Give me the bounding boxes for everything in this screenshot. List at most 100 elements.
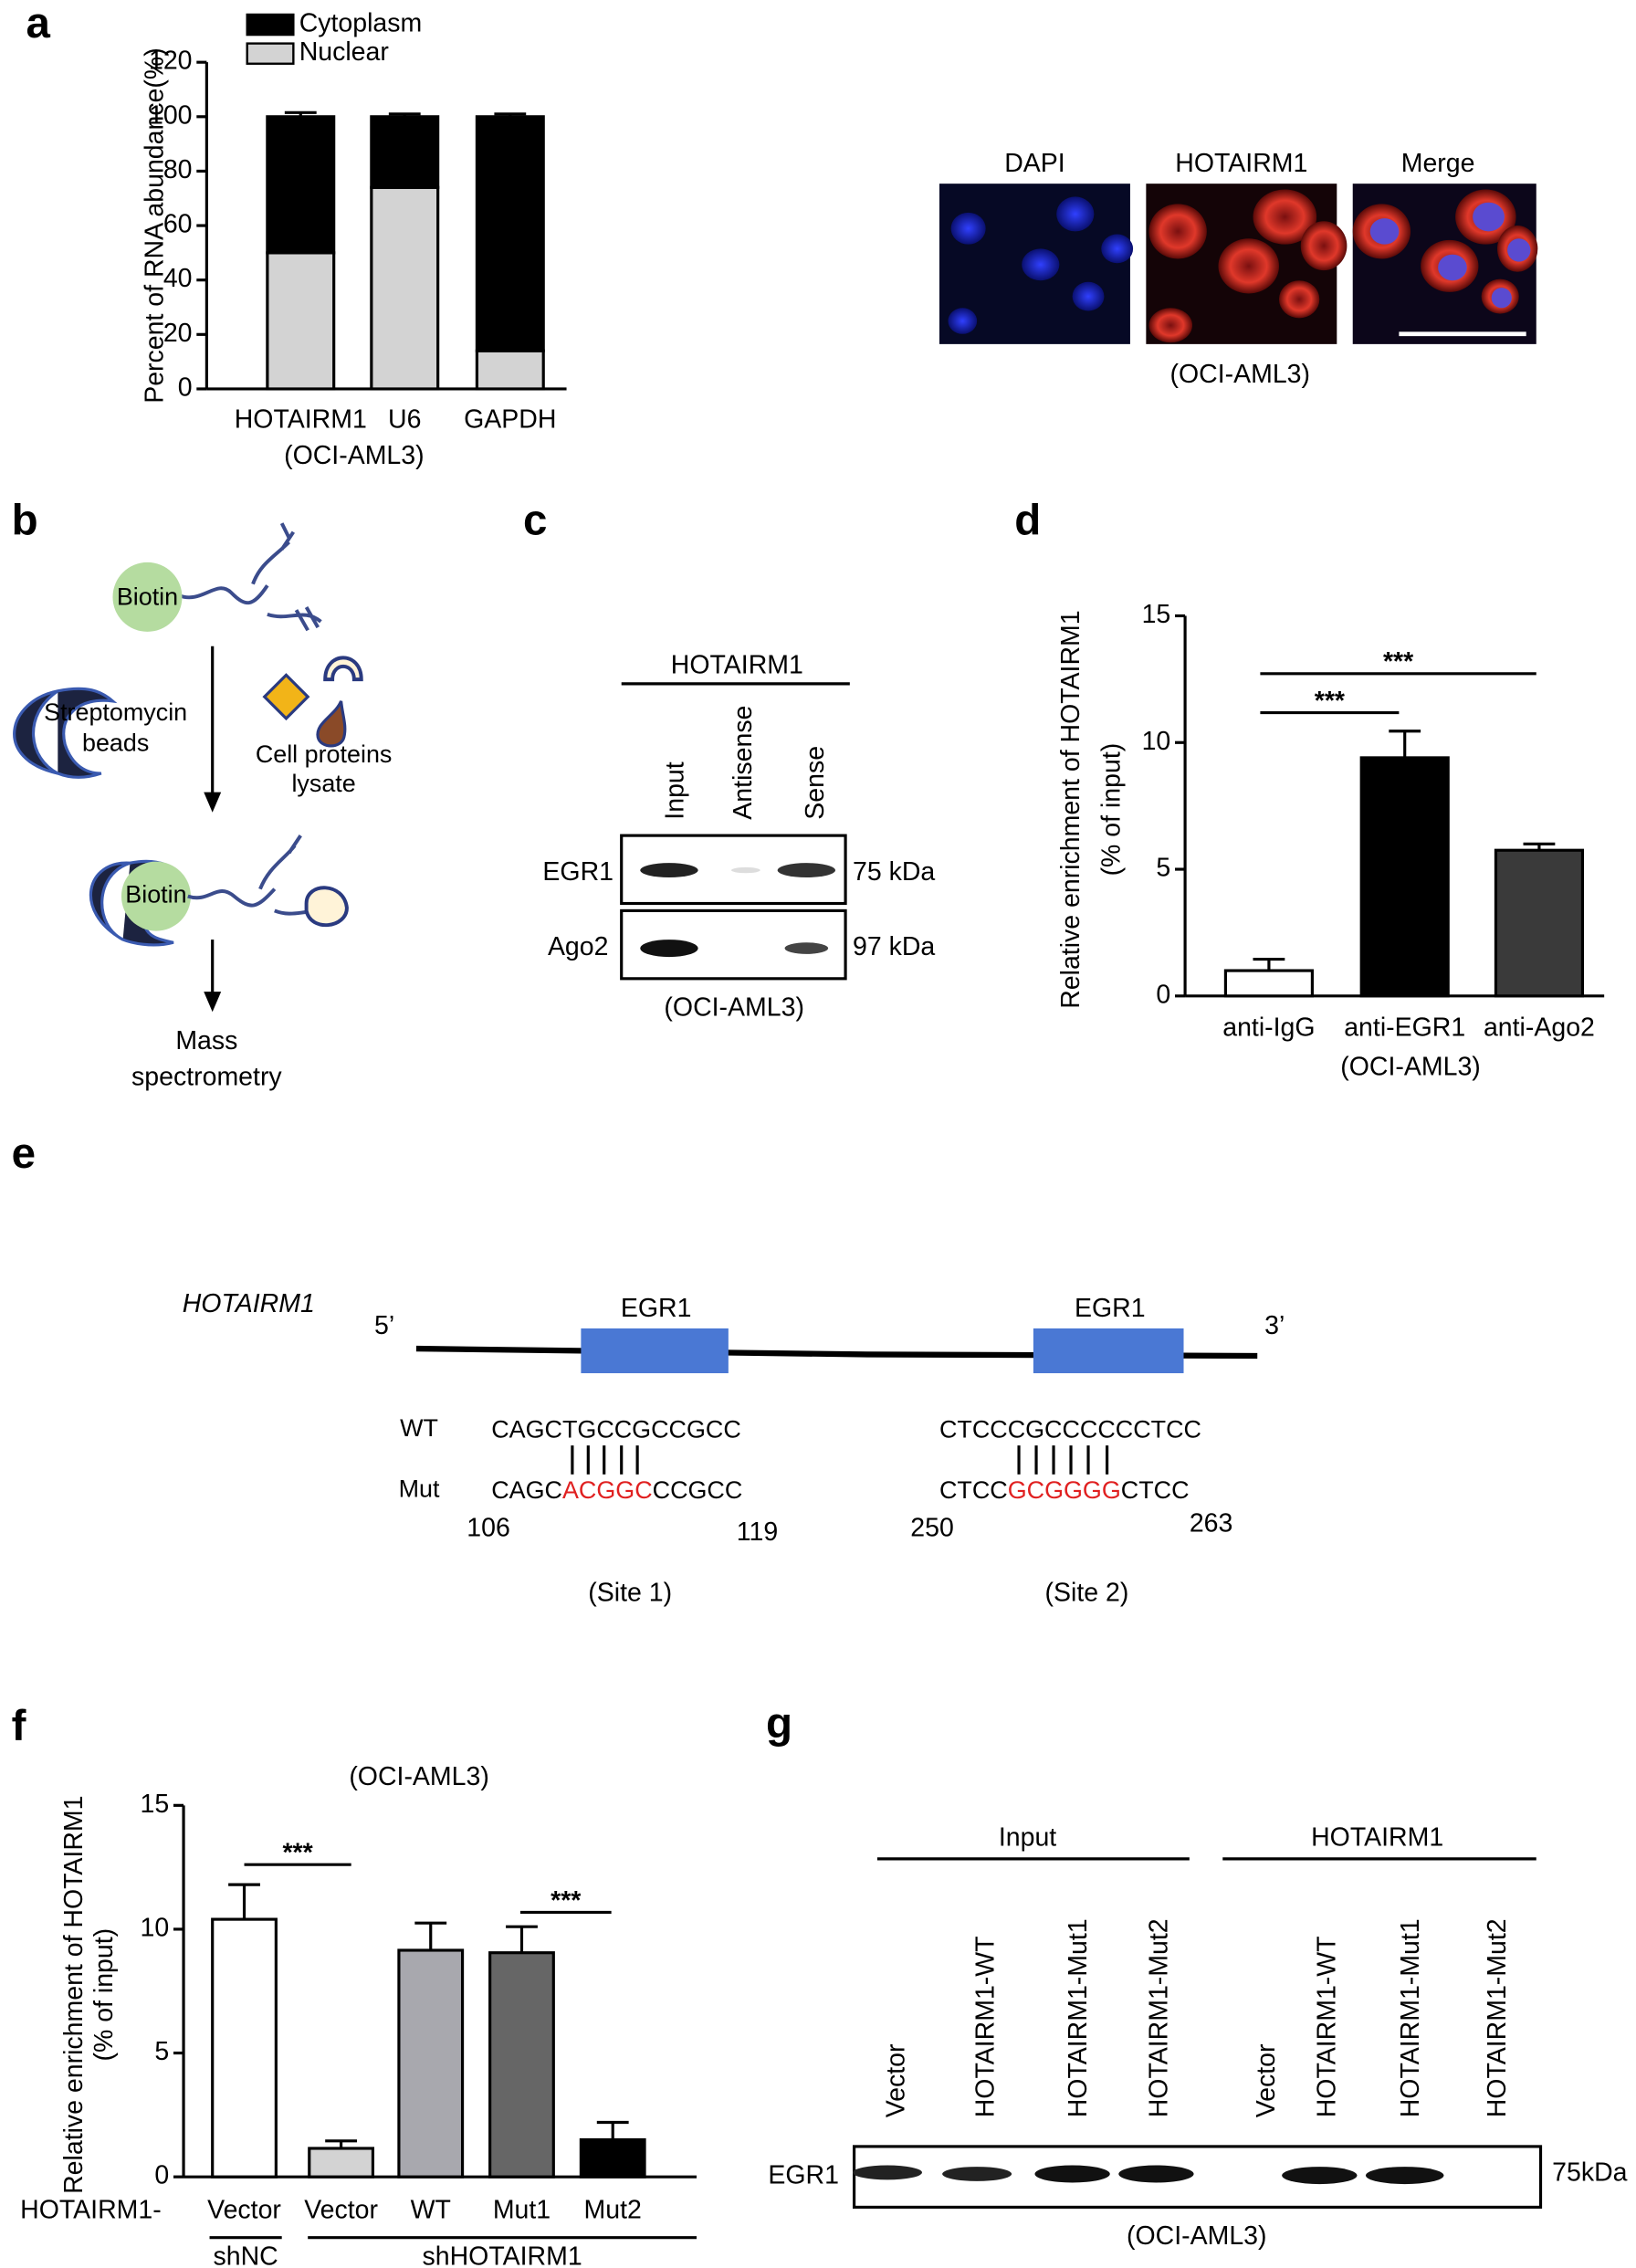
position: 250	[910, 1513, 954, 1542]
wt-sequence: CAGCTGCCGCCGCC	[491, 1415, 741, 1443]
y-tick-label: 0	[178, 373, 193, 402]
box-label: EGR1	[1075, 1294, 1146, 1323]
lane-label: HOTAIRM1-Mut2	[1483, 1918, 1512, 2117]
image-title: DAPI	[1004, 149, 1064, 178]
legend-swatch	[246, 42, 295, 65]
error-bar	[388, 112, 421, 117]
legend-label: Nuclear	[299, 37, 390, 67]
micrograph-merge	[1352, 184, 1538, 344]
micrograph-hotairm1	[1146, 184, 1348, 344]
y-axis-label: Relative enrichment of HOTAIRM1	[59, 1796, 89, 2194]
image-title: Merge	[1401, 149, 1475, 178]
size-label: 75 kDa	[853, 857, 935, 887]
lane-label: HOTAIRM1-Mut1	[1064, 1918, 1093, 2117]
chart-title: (OCI-AML3)	[349, 1762, 489, 1791]
binding-box	[1033, 1328, 1184, 1373]
panel-label: f	[12, 1702, 26, 1750]
box-label: EGR1	[621, 1294, 692, 1323]
y-tick-label: 10	[141, 1913, 170, 1942]
blot-caption: (OCI-AML3)	[664, 993, 804, 1023]
bar	[211, 1917, 278, 2179]
significance-label: ***	[1315, 687, 1346, 716]
row-label: Ago2	[548, 932, 609, 961]
lane-label: Input	[660, 761, 689, 819]
y-tick-label: 120	[149, 47, 193, 76]
row-label: EGR1	[768, 2161, 839, 2190]
bar	[1223, 969, 1314, 998]
row-label: WT	[400, 1414, 438, 1442]
y-axis-label: Relative enrichment of HOTAIRM1	[1056, 610, 1085, 1008]
error-bar	[1389, 730, 1421, 758]
x-tick-label: Mut2	[584, 2196, 642, 2225]
y-axis-label: (% of input)	[1096, 743, 1126, 877]
pairing-lines	[571, 1445, 1109, 1475]
seq-part: CTCC	[1121, 1476, 1190, 1504]
lane-label: HOTAIRM1-Mut1	[1396, 1918, 1425, 2117]
bar	[370, 185, 440, 391]
bar	[266, 115, 336, 255]
y-tick-label: 10	[1142, 727, 1171, 756]
diagram-label: spectrometry	[131, 1063, 282, 1092]
x-tick-label: U6	[388, 404, 421, 434]
blot-group: HOTAIRM1	[671, 650, 803, 679]
y-tick-label: 100	[149, 100, 193, 130]
x-axis-label: (OCI-AML3)	[1340, 1053, 1481, 1082]
diagram-label: Streptomycin	[44, 698, 187, 726]
bar	[370, 115, 440, 189]
y-tick-label: 5	[154, 2037, 169, 2066]
panel-label: g	[766, 1699, 792, 1748]
y-tick-label: 20	[163, 319, 193, 348]
panel-label: e	[12, 1129, 36, 1178]
mut-sequence: CAGCACGGCCCGCC	[491, 1476, 742, 1504]
error-bar	[494, 112, 527, 117]
bar	[308, 2147, 375, 2179]
seq-part: CCGCC	[653, 1476, 743, 1504]
position: 106	[467, 1513, 510, 1542]
bar	[266, 251, 336, 391]
x-tick-label: Vector	[304, 2196, 378, 2225]
x-tick-label: GAPDH	[464, 404, 556, 434]
lane-label: Vector	[1252, 2043, 1281, 2117]
diagram-label: Mass	[175, 1026, 237, 1055]
micrograph-dapi	[939, 184, 1134, 344]
position: 263	[1190, 1509, 1233, 1538]
position: 119	[737, 1517, 778, 1547]
diagram-label: lysate	[291, 770, 355, 797]
row-label: HOTAIRM1-	[20, 2196, 162, 2225]
x-tick-label: Vector	[207, 2196, 281, 2225]
size-label: 75kDa	[1552, 2158, 1627, 2188]
group-label: shHOTAIRM1	[423, 2242, 582, 2268]
end-label: 5’	[374, 1311, 394, 1340]
mutation: ACGGC	[562, 1476, 653, 1504]
legend-label: Cytoplasm	[299, 9, 423, 38]
x-tick-label: Mut1	[493, 2196, 551, 2225]
diagram-label: Cell proteins	[256, 740, 393, 768]
lane-label: Sense	[801, 746, 830, 820]
error-bar	[506, 1925, 538, 1953]
bar	[475, 349, 545, 391]
site-label: (Site 1)	[588, 1579, 672, 1608]
y-tick-label: 15	[1142, 600, 1171, 629]
blot-caption: (OCI-AML3)	[1127, 2221, 1267, 2251]
x-tick-label: anti-IgG	[1222, 1013, 1315, 1043]
panel-label: c	[523, 497, 547, 545]
error-bar	[596, 2120, 629, 2140]
seq-part: CTCC	[939, 1476, 1008, 1504]
bar	[397, 1948, 465, 2179]
y-tick-label: 5	[1156, 854, 1170, 883]
end-label: 3’	[1264, 1311, 1285, 1340]
diagram-label: Biotin	[117, 583, 178, 611]
blot	[852, 2145, 1543, 2209]
bar	[1359, 756, 1450, 998]
legend-swatch	[246, 13, 295, 37]
y-tick-label: 0	[154, 2161, 169, 2190]
error-bar	[325, 2139, 358, 2148]
bar	[1494, 848, 1585, 998]
y-tick-label: 60	[163, 210, 193, 239]
row-label: EGR1	[542, 857, 614, 887]
bar	[579, 2137, 646, 2179]
pulldown-diagram	[13, 522, 363, 1013]
y-tick-label: 40	[163, 264, 193, 293]
y-axis-label: (% of input)	[89, 1928, 119, 2062]
